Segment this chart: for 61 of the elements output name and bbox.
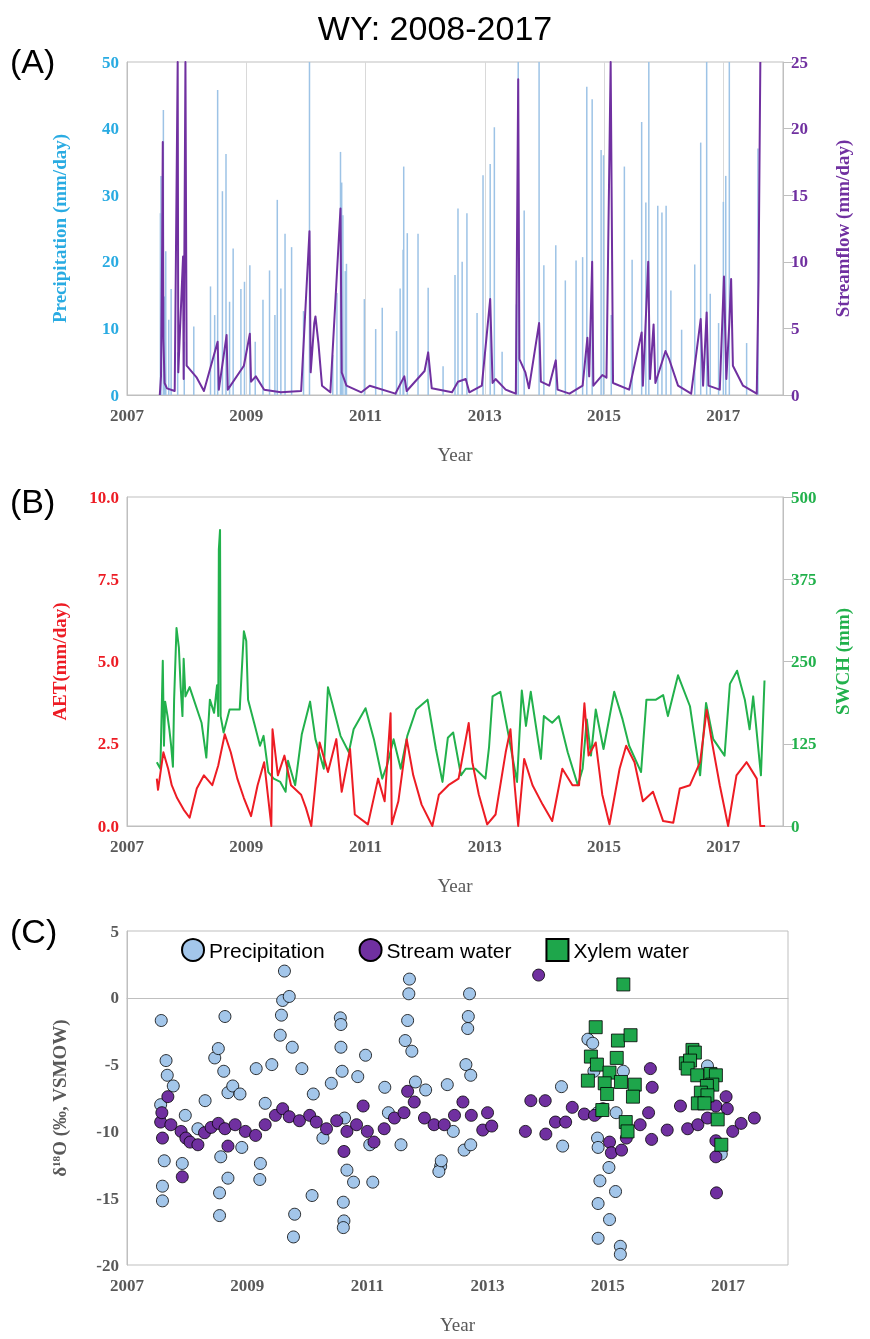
y2-tick-label: 0	[791, 385, 800, 405]
legend-label: Stream water	[386, 938, 512, 962]
y2-tick-label: 15	[791, 185, 808, 205]
x-tick-label: 2009	[229, 406, 264, 425]
y2-tick-label: 5	[791, 318, 800, 338]
x-tick-label: 2009	[230, 1276, 265, 1295]
y-axis-title: δ18O (‰, VSMOW)	[49, 1019, 71, 1177]
y2-axis-title: Streamflow (mm/day)	[832, 139, 854, 318]
y-tick-label: -20	[96, 1255, 119, 1275]
y2-tick-label: 500	[791, 487, 817, 507]
x-tick-label: 2007	[110, 1276, 145, 1295]
y-axis-title: AET(mm/day)	[49, 602, 71, 721]
y2-tick-label: 375	[791, 569, 817, 589]
x-tick-label: 2009	[229, 837, 264, 856]
legend-label: Precipitation	[209, 938, 325, 962]
x-tick-label: 2011	[350, 1276, 384, 1295]
y-tick-label: 0.0	[97, 816, 119, 836]
y-tick-label: 10	[102, 318, 119, 338]
x-axis-title: Year	[437, 875, 474, 896]
x-tick-label: 2017	[710, 1276, 746, 1295]
y-tick-label: 2.5	[97, 734, 119, 754]
y-tick-label: -5	[104, 1055, 119, 1075]
chart-title: WY: 2008-2017	[317, 9, 553, 47]
x-tick-label: 2013	[470, 1276, 505, 1295]
x-tick-label: 2017	[706, 837, 741, 856]
x-tick-label: 2015	[587, 406, 622, 425]
y2-axis-title: SWCH (mm)	[832, 607, 854, 716]
x-tick-label: 2017	[706, 406, 741, 425]
text: (A)	[10, 42, 56, 80]
y-tick-label: -15	[96, 1188, 119, 1208]
y-tick-label: 7.5	[97, 569, 119, 589]
x-tick-label: 2013	[467, 837, 502, 856]
x-tick-label: 2015	[587, 837, 622, 856]
y-tick-label: 5.0	[97, 652, 119, 671]
y-tick-label: -10	[96, 1121, 119, 1141]
y-tick-label: 0	[110, 988, 119, 1008]
x-tick-label: 2011	[349, 837, 383, 856]
x-tick-label: 2011	[349, 406, 383, 425]
y-tick-label: 50	[102, 52, 119, 72]
y2-tick-label: 125	[791, 734, 817, 754]
text: (B)	[10, 482, 56, 520]
x-tick-label: 2007	[110, 406, 145, 425]
y-tick-label: 5	[110, 921, 119, 941]
y-tick-label: 10.0	[89, 487, 119, 507]
y2-tick-label: 10	[791, 252, 808, 272]
y-tick-label: 20	[102, 252, 119, 272]
y-tick-label: 30	[102, 185, 119, 205]
legend-label: Xylem water	[573, 938, 689, 962]
x-tick-label: 2007	[110, 837, 145, 856]
y-axis-title: Precipitation (mm/day)	[49, 133, 71, 324]
y2-tick-label: 25	[791, 52, 808, 72]
y2-tick-label: 250	[791, 652, 817, 671]
x-tick-label: 2013	[467, 406, 502, 425]
text: (C)	[10, 912, 58, 950]
x-axis-title: Year	[437, 444, 474, 465]
y-tick-label: 40	[102, 119, 119, 139]
y2-tick-label: 0	[791, 816, 800, 836]
y-tick-label: 0	[110, 385, 119, 405]
x-tick-label: 2015	[590, 1276, 625, 1295]
x-axis-title: Year	[439, 1314, 476, 1335]
y2-tick-label: 20	[791, 119, 808, 139]
